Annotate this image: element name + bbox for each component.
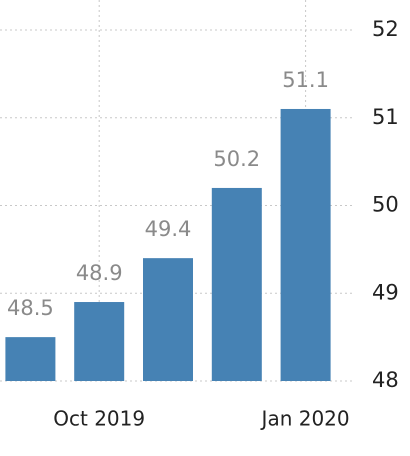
value-label: 51.1 bbox=[282, 68, 329, 92]
bar bbox=[211, 187, 262, 381]
bar bbox=[5, 337, 56, 381]
value-label: 50.2 bbox=[213, 147, 260, 171]
y-tick-label: 49 bbox=[372, 280, 399, 304]
y-tick-label: 51 bbox=[372, 105, 399, 129]
bar bbox=[143, 258, 193, 381]
x-tick-label: Oct 2019 bbox=[53, 407, 145, 431]
y-tick-label: 48 bbox=[372, 368, 399, 392]
value-label: 48.5 bbox=[7, 296, 54, 320]
bar bbox=[74, 302, 125, 381]
value-label: 49.4 bbox=[145, 217, 192, 241]
value-label: 48.9 bbox=[76, 261, 123, 285]
bar bbox=[280, 108, 331, 381]
y-tick-label: 50 bbox=[372, 193, 399, 217]
y-tick-label: 52 bbox=[372, 17, 399, 41]
x-tick-label: Jan 2020 bbox=[260, 407, 350, 431]
